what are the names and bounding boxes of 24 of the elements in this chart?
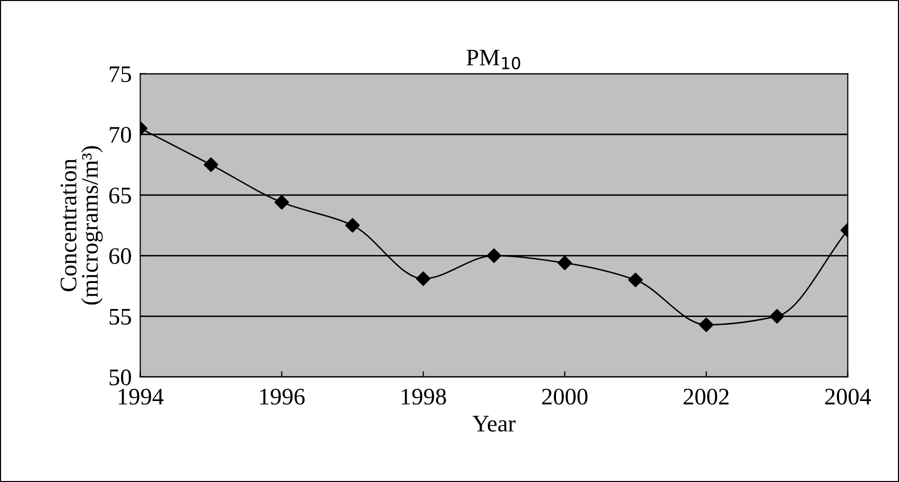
- point: [557, 256, 572, 270]
- y-tick-label: 50: [110, 369, 132, 386]
- x-tick-label: 1994: [118, 388, 164, 405]
- point: [698, 317, 714, 332]
- x-tick-label: 1996: [260, 388, 305, 405]
- point: [628, 272, 643, 288]
- point: [345, 218, 360, 233]
- y-tick-label: 60: [109, 248, 132, 264]
- point: [486, 248, 502, 263]
- y-tick-label: 75: [110, 66, 131, 82]
- point: [770, 309, 784, 324]
- x-tick-label: 2000: [542, 388, 588, 405]
- y-tick-label: 70: [110, 126, 132, 143]
- x-tick-label: 2004: [825, 388, 871, 405]
- x-axis-title: Year: [472, 416, 516, 432]
- point: [416, 271, 431, 286]
- x-tick-label: 2002: [684, 388, 729, 405]
- chart-title: PM$_{10}$: [466, 50, 520, 70]
- point: [204, 157, 218, 172]
- point: [274, 195, 290, 210]
- y-tick-label: 65: [109, 188, 131, 204]
- x-tick-label: 1998: [402, 388, 446, 405]
- y-axis-title: Concentration (micrograms/m³): [60, 146, 103, 305]
- y-tick-label: 55: [110, 309, 131, 325]
